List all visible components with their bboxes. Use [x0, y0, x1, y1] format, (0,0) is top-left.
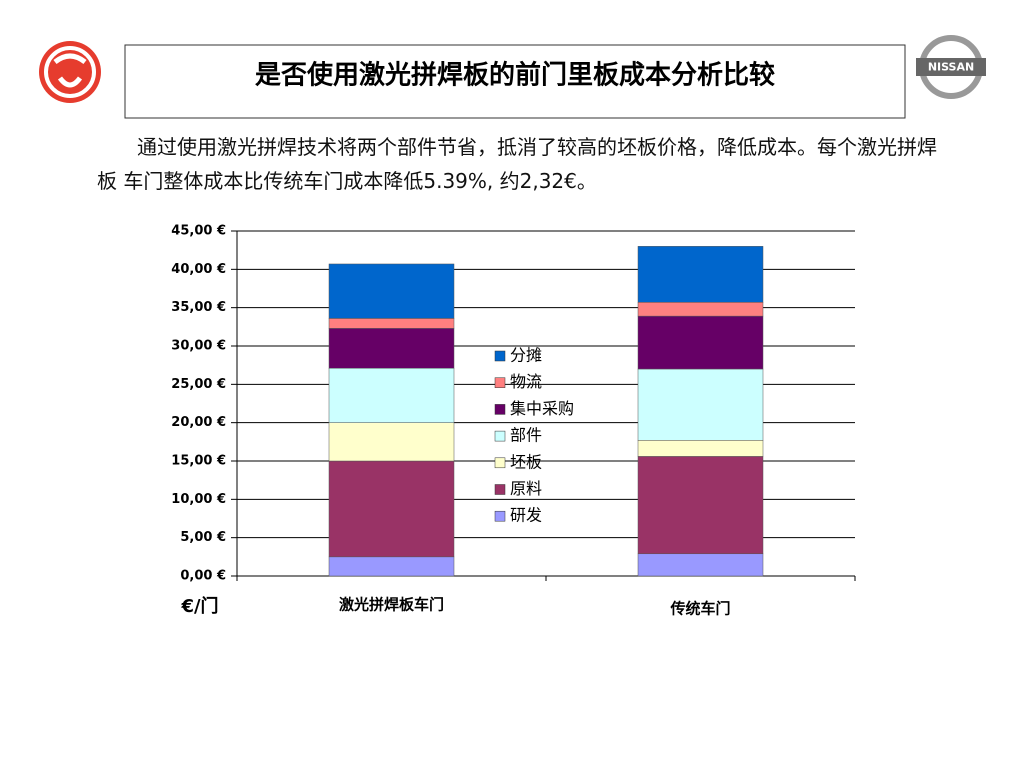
y-tick-label: 35,00 € [171, 300, 226, 315]
bar-segment [328, 460, 455, 558]
legend-swatch [494, 404, 506, 415]
bar-segment [637, 246, 764, 303]
intro-text: 通过使用激光拼焊技术将两个部件节省，抵消了较高的坯板价格，降低成本。每个激光拼焊… [97, 135, 937, 193]
bar-segment [637, 456, 764, 555]
legend-swatch [494, 484, 506, 495]
bar-segment [637, 440, 764, 457]
bar-segment [637, 553, 764, 577]
legend-label: 分摊 [510, 346, 542, 365]
bar-segment [328, 422, 455, 462]
legend-swatch [494, 430, 506, 442]
y-tick-label: 45,00 € [171, 224, 226, 239]
legend-swatch [494, 457, 506, 469]
y-tick-label: 30,00 € [171, 339, 226, 354]
x-tick-label: 传统车门 [669, 600, 730, 618]
y-tick-label: 10,00 € [171, 492, 226, 507]
y-tick-label: 25,00 € [171, 377, 226, 392]
right-logo: NISSAN [916, 35, 986, 99]
bar-segment [328, 328, 455, 369]
title: 是否使用激光拼焊板的前门里板成本分析比较 [255, 60, 775, 91]
y-tick-label: 5,00 € [180, 530, 226, 545]
legend-swatch [494, 510, 506, 522]
bar-segment [328, 556, 455, 577]
bar-segment [637, 302, 764, 317]
y-tick-label: 0,00 € [180, 569, 226, 584]
y-tick-label: 40,00 € [171, 262, 226, 277]
legend-swatch [494, 350, 506, 362]
legend-swatch [494, 377, 506, 388]
legend-label: 原料 [510, 479, 542, 498]
bar-segment [328, 367, 455, 423]
bar-segment [637, 315, 764, 370]
legend-label: 坯板 [510, 452, 542, 471]
logo-text: NISSAN [928, 61, 974, 74]
x-tick-label: 激光拼焊板车门 [339, 596, 444, 614]
title-box [124, 44, 906, 119]
legend-label: 物流 [510, 372, 542, 391]
legend-label: 部件 [510, 426, 542, 445]
bar-segment [637, 368, 764, 441]
legend-label: 研发 [510, 506, 542, 525]
bar-segment [328, 318, 455, 329]
y-tick-label: 20,00 € [171, 415, 226, 430]
bar-segment [328, 263, 455, 319]
y-tick-label: 15,00 € [171, 454, 226, 469]
legend-label: 集中采购 [510, 399, 574, 418]
y-axis-label: €/门 [180, 595, 218, 617]
left-logo [39, 41, 101, 103]
